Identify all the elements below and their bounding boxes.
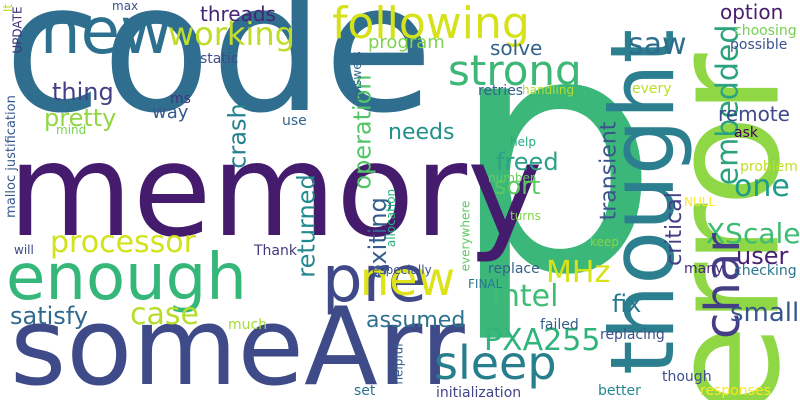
word-ask: ask [734,125,758,141]
word-one: one [734,169,790,204]
word-freed: freed [496,148,559,176]
word-someArr: someArr [10,285,465,400]
word-case: case [130,297,199,332]
word-initialization: initialization [436,385,522,400]
word-keep: keep [590,235,619,249]
word-processor: processor [50,225,196,260]
word-It: It [1,3,16,13]
word-NULL: NULL [684,195,716,209]
word-help: help [510,135,536,149]
word-UPDATE: UPDATE [10,6,25,54]
word-remote: remote [718,102,790,126]
word-XScale: XScale [706,217,800,250]
word-p: p [450,0,660,347]
word-possible: possible [730,37,788,53]
word-sleep: sleep [434,336,557,390]
word-working: working [168,15,295,53]
word-responses: responses [700,383,771,399]
word-pre: pre [322,243,427,317]
word-better: better [598,383,641,399]
word-justification: justification [3,95,19,171]
word-new: new [40,0,173,69]
word-max: max [112,0,139,13]
word-FINAL: FINAL [468,277,503,291]
word-thing: thing [52,78,114,106]
word-threads: threads [200,2,276,26]
word-enough: enough [6,241,247,315]
word-malloc: malloc [3,174,19,218]
word-PXA255: PXA255 [484,323,601,358]
word-transient: transient [596,121,622,221]
word-sort: sort [494,172,541,200]
word-needs: needs [388,120,455,145]
word-option: option [720,0,784,24]
word-satisfy: satisfy [10,302,89,330]
word-strong: strong [448,46,582,95]
word-fix: fix [612,290,642,318]
word-malloc-justification: malloc justification [3,95,19,218]
word-every: every [632,81,672,97]
word-problem: problem [740,159,798,175]
word-answers: answers [349,51,364,101]
word-ms: ms [170,91,191,107]
word-retries: retries [478,83,524,99]
word-crash: crash [223,103,252,169]
word-small: small [730,298,800,328]
word-mind: mind [56,123,87,137]
word-everywhere: everywhere [458,200,473,272]
word-replacing: replacing [600,327,665,343]
word-following: following [332,0,530,49]
word-returned: returned [292,174,321,278]
word-checking: checking [734,263,797,279]
word-turns: turns [510,209,541,223]
word-code: code [4,0,434,152]
word-replace: replace [488,261,540,277]
word-static: static [200,51,239,67]
word-pretty: pretty [44,104,117,132]
word-will: will [14,243,34,257]
word-saw: saw [628,27,687,62]
word-though: though [662,369,712,385]
word-solve: solve [490,36,543,60]
word-allocation: allocation [384,188,399,248]
word-helpful: helpful [391,343,406,385]
word-new-2: new [360,252,456,306]
word-use: use [282,113,307,129]
word-user: user [736,242,789,270]
word-especially: especially [372,263,432,277]
word-MHz: MHz [546,255,611,290]
word-choosing: choosing [734,23,797,39]
word-Intel: Intel [492,279,559,314]
word-way: way [152,102,189,123]
word-number: number [488,171,535,185]
word-memory: memory [8,117,543,266]
word-program: program [368,32,445,53]
word-critical: critical [661,192,687,266]
word-set: set [354,383,376,399]
word-many: many [684,261,724,277]
word-assumed: assumed [366,308,466,333]
word-handling: handling [522,83,575,97]
word-much: much [228,317,268,333]
word-Thank: Thank [254,243,297,259]
word-failed: failed [540,317,579,333]
